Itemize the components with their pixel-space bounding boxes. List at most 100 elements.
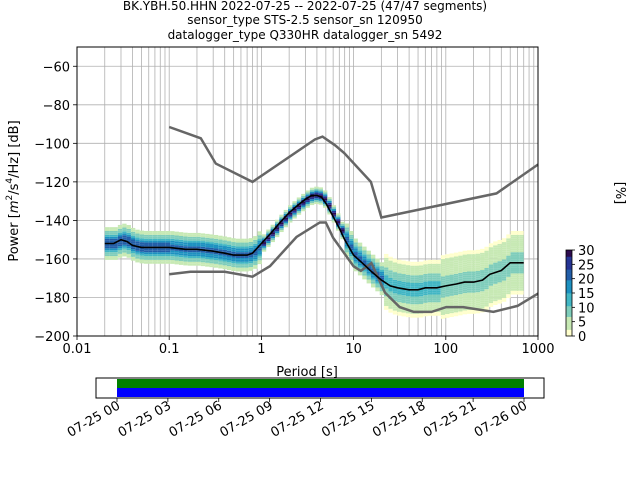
- density-cell: [222, 240, 227, 243]
- density-cell: [122, 223, 127, 226]
- density-cell: [187, 234, 193, 237]
- density-cell: [322, 192, 328, 195]
- density-cell: [414, 275, 419, 278]
- density-cell: [200, 237, 206, 240]
- colorbar-cell: [566, 286, 572, 289]
- density-cell: [484, 256, 489, 259]
- density-cell: [392, 289, 398, 292]
- density-cell: [418, 263, 424, 266]
- density-cell: [493, 278, 498, 280]
- density-cell: [113, 250, 118, 253]
- density-cell: [274, 231, 280, 234]
- density-cell: [209, 251, 214, 254]
- density-cell: [309, 189, 315, 192]
- density-cell: [397, 275, 402, 278]
- density-cell: [161, 244, 166, 247]
- density-cell: [205, 255, 210, 258]
- density-cell: [410, 302, 415, 305]
- density-cell: [388, 308, 393, 311]
- density-cell: [484, 289, 489, 292]
- density-cell: [392, 258, 398, 261]
- density-cell: [139, 249, 145, 252]
- density-cell: [405, 313, 411, 316]
- density-cell: [340, 221, 345, 224]
- density-cell: [353, 259, 358, 262]
- density-cell: [488, 279, 494, 282]
- density-cell: [353, 250, 358, 253]
- density-cell: [344, 238, 350, 241]
- density-cell: [296, 209, 302, 211]
- density-cell: [458, 296, 463, 298]
- density-cell: [418, 296, 424, 299]
- density-cell: [218, 260, 223, 263]
- density-cell: [466, 259, 472, 262]
- x-tick-label: 10: [345, 342, 362, 357]
- density-cell: [235, 269, 241, 272]
- density-cell: [209, 263, 214, 266]
- colorbar-cell: [566, 314, 572, 317]
- density-cell: [213, 246, 219, 249]
- density-cell: [379, 268, 385, 271]
- density-cell: [209, 240, 214, 243]
- density-cell: [432, 311, 437, 314]
- density-cell: [379, 264, 385, 267]
- density-cell: [480, 287, 485, 290]
- density-cell: [213, 254, 219, 257]
- x-tick-label: 0.1: [159, 342, 180, 357]
- density-cell: [423, 260, 428, 263]
- colorbar-cell: [566, 297, 572, 300]
- density-cell: [462, 250, 467, 253]
- density-cell: [222, 261, 227, 264]
- density-cell: [187, 257, 193, 260]
- density-cell: [104, 254, 110, 257]
- density-cell: [519, 265, 524, 268]
- density-cell: [432, 296, 437, 299]
- density-cell: [314, 190, 319, 193]
- density-cell: [126, 252, 131, 254]
- density-cell: [388, 295, 393, 298]
- density-cell: [379, 289, 385, 292]
- density-cell: [170, 242, 175, 245]
- density-cell: [388, 304, 393, 307]
- density-cell: [458, 288, 463, 291]
- density-cell: [357, 273, 363, 276]
- density-cell: [200, 256, 206, 259]
- density-cell: [414, 302, 419, 305]
- density-cell: [401, 277, 406, 280]
- density-cell: [362, 248, 367, 251]
- density-cell: [397, 307, 402, 310]
- y-tick-label: −80: [43, 99, 70, 114]
- density-cell: [178, 262, 184, 265]
- density-cell: [244, 242, 249, 245]
- density-cell: [157, 232, 162, 235]
- density-cell: [209, 261, 214, 264]
- density-cell: [205, 251, 210, 254]
- density-cell: [266, 243, 271, 245]
- density-cell: [344, 236, 350, 239]
- density-cell: [174, 237, 179, 240]
- density-cell: [135, 247, 140, 249]
- density-cell: [152, 236, 158, 239]
- density-cell: [388, 264, 393, 267]
- density-cell: [471, 265, 476, 268]
- density-cell: [462, 300, 467, 303]
- density-cell: [466, 309, 472, 312]
- density-cell: [436, 290, 441, 293]
- density-cell: [514, 248, 520, 251]
- density-cell: [375, 264, 380, 267]
- density-cell: [187, 254, 193, 257]
- density-cell: [349, 252, 354, 255]
- density-cell: [183, 246, 188, 249]
- density-cell: [458, 292, 463, 295]
- density-cell: [235, 246, 241, 249]
- title-line-1: BK.YBH.50.HHN 2022-07-25 -- 2022-07-25 (…: [123, 0, 487, 13]
- density-cell: [257, 233, 262, 236]
- density-cell: [240, 252, 245, 255]
- density-cell: [187, 259, 193, 262]
- density-cell: [130, 227, 136, 230]
- density-cell: [379, 266, 385, 269]
- density-cell: [510, 248, 515, 251]
- density-cell: [104, 240, 110, 243]
- density-cell: [152, 259, 158, 262]
- colorbar-cell: [566, 333, 572, 337]
